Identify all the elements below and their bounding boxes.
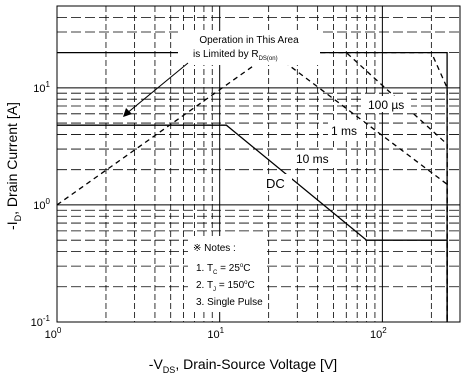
note-tj: 2. TJ = 150oC bbox=[196, 280, 255, 293]
y-axis-title: -ID, Drain Current [A] bbox=[4, 102, 23, 230]
rds-annotation-arrow bbox=[125, 62, 189, 115]
label-1ms: 1 ms bbox=[331, 124, 357, 138]
y-tick-label: 100 bbox=[33, 197, 50, 212]
rds-annotation-line1: Operation in This Area bbox=[199, 35, 299, 46]
rds-limit-annotation: Operation in This Area is Limited by RDS… bbox=[123, 31, 320, 117]
arrow-head-icon bbox=[123, 108, 132, 117]
note-single-pulse: 3. Single Pulse bbox=[196, 297, 263, 308]
x-axis-title: -VDS, Drain-Source Voltage [V] bbox=[149, 356, 337, 375]
label-10ms: 10 ms bbox=[296, 152, 329, 166]
plot-frame bbox=[56, 5, 461, 323]
notes-box: ※ Notes : 1. TC = 25oC 2. TJ = 150oC 3. … bbox=[188, 236, 266, 312]
label-dc: DC bbox=[266, 176, 285, 191]
y-tick-label: 101 bbox=[33, 80, 50, 95]
x-tick-label: 101 bbox=[207, 326, 224, 341]
label-100us: 100 µs bbox=[368, 98, 404, 112]
notes-title: ※ Notes : bbox=[193, 243, 236, 254]
y-tick-label: 10-1 bbox=[31, 314, 51, 329]
x-tick-label: 102 bbox=[370, 326, 387, 341]
x-tick-label: 100 bbox=[45, 326, 62, 341]
rds-annotation-line2: is Limited by RDS(on) bbox=[193, 49, 278, 62]
curve-labels: 100 µs 1 ms 10 ms DC bbox=[264, 96, 411, 191]
note-tc: 1. TC = 25oC bbox=[196, 263, 251, 276]
